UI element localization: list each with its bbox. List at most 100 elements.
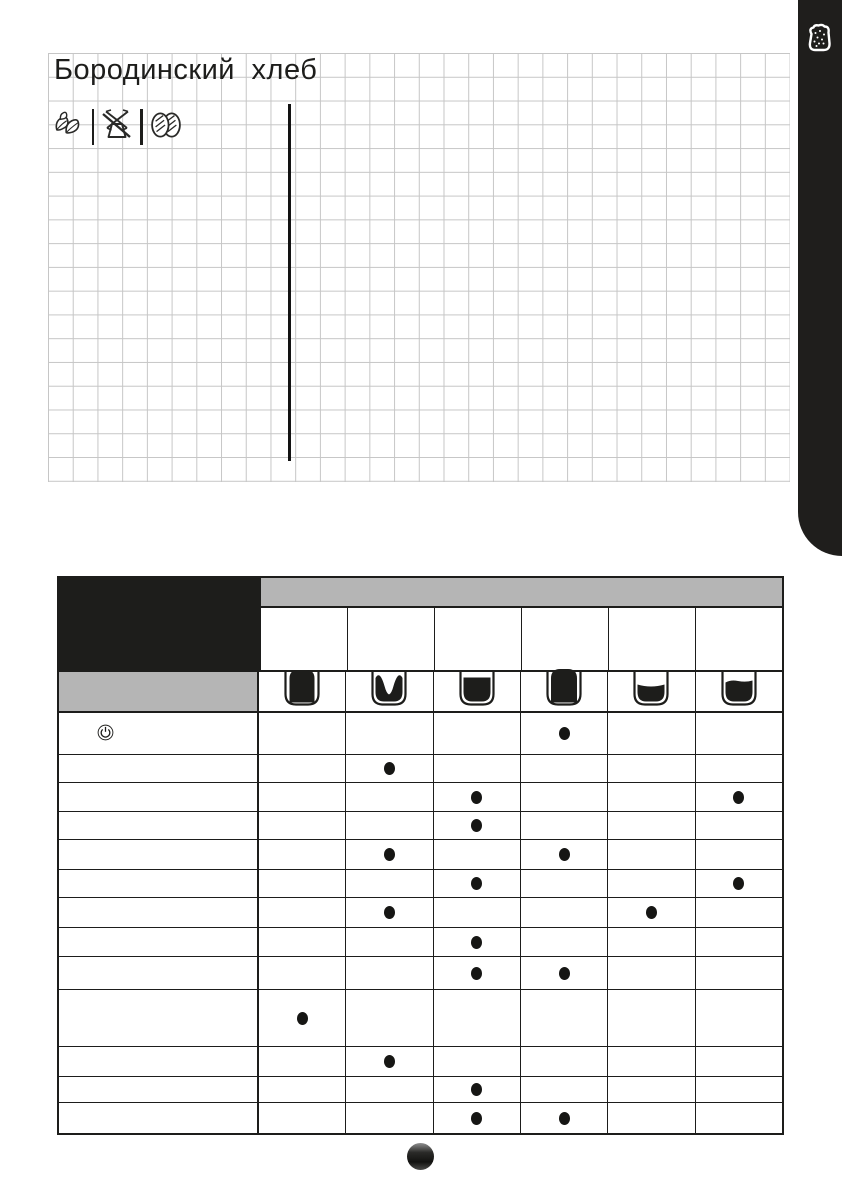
result-cell [521, 812, 609, 839]
result-cell [259, 898, 347, 927]
result-cell [346, 783, 434, 811]
chapter-tab [798, 0, 842, 556]
result-cell [259, 990, 347, 1046]
result-cell [521, 1047, 609, 1076]
selection-dot [558, 966, 570, 980]
size-header-cell [522, 608, 609, 670]
results-table-row [59, 957, 782, 990]
result-cell [346, 755, 434, 782]
results-table-row [59, 713, 782, 755]
selection-dot [471, 935, 483, 949]
result-cell [521, 990, 609, 1046]
result-cell [259, 713, 347, 754]
result-cell [696, 783, 782, 811]
result-cell [608, 898, 696, 927]
result-cell [434, 1077, 521, 1102]
result-cell [434, 755, 521, 782]
result-cell [434, 1047, 521, 1076]
pan-overfull-icon [280, 669, 324, 714]
result-cell [259, 783, 347, 811]
table-group-header [261, 578, 782, 608]
result-cell [434, 898, 521, 927]
selection-dot [471, 877, 483, 890]
selection-dot [383, 848, 395, 861]
result-cell [434, 957, 521, 989]
loaf-shape-header-cell [346, 670, 434, 711]
windmill-crossed-icon [99, 107, 135, 148]
result-cell [521, 898, 609, 927]
result-cell [696, 957, 782, 989]
result-cell [696, 812, 782, 839]
result-cell [608, 1077, 696, 1102]
result-cell [434, 812, 521, 839]
wheat-icon [53, 108, 87, 147]
result-cell [434, 928, 521, 956]
size-header-cell [696, 608, 782, 670]
results-table-row [59, 840, 782, 870]
size-header-cell [348, 608, 435, 670]
selection-dot [733, 790, 745, 804]
result-cell [608, 1103, 696, 1133]
selection-dot [733, 877, 745, 890]
selection-dot [558, 848, 570, 861]
size-header-row [261, 608, 782, 670]
loaf-shape-header-row [59, 669, 782, 714]
result-cell [696, 1103, 782, 1133]
selection-dot [645, 906, 657, 919]
result-cell [521, 1077, 609, 1102]
result-cell [521, 713, 609, 754]
result-cell [346, 840, 434, 869]
result-cell [521, 957, 609, 989]
result-cell [521, 928, 609, 956]
result-cell [259, 1103, 347, 1133]
table-header-right [259, 578, 782, 670]
program-label-cell [59, 928, 259, 956]
result-cell [696, 840, 782, 869]
bread-loaves-icon [148, 108, 184, 147]
program-label-cell [59, 812, 259, 839]
result-cell [696, 1077, 782, 1102]
result-cell [521, 870, 609, 897]
result-cell [696, 713, 782, 754]
result-cell [346, 1047, 434, 1076]
result-cell [608, 957, 696, 989]
table-header-row [59, 578, 782, 670]
results-table-row [59, 812, 782, 840]
size-header-cell [609, 608, 696, 670]
result-cell [608, 928, 696, 956]
icon-separator [92, 109, 95, 145]
result-cell [346, 870, 434, 897]
pan-overfull-tall-icon [542, 669, 586, 714]
power-icon [97, 724, 114, 744]
selection-dot [471, 966, 483, 980]
pan-medium-wavy-icon [717, 669, 761, 714]
result-cell [346, 928, 434, 956]
recipe-title: Бородинский хлеб [54, 54, 318, 86]
recipe-attribute-icons [53, 107, 184, 147]
result-cell [259, 1047, 347, 1076]
loaf-shape-header-cell [259, 669, 347, 714]
size-header-cell [261, 608, 348, 670]
pan-full-flat-top-icon [455, 669, 499, 714]
program-label-cell [59, 957, 259, 989]
result-cell [696, 990, 782, 1046]
result-cell [434, 990, 521, 1046]
selection-dot [471, 790, 483, 804]
column-divider-line [288, 104, 291, 461]
results-table-row [59, 1077, 782, 1103]
loaf-shape-header-cell [521, 669, 609, 714]
result-cell [521, 840, 609, 869]
result-cell [696, 898, 782, 927]
selection-dot [383, 762, 395, 775]
selection-dot [471, 1111, 483, 1125]
selection-dot [471, 819, 483, 832]
page-number-badge [407, 1143, 434, 1170]
result-cell [608, 783, 696, 811]
program-label-cell [59, 755, 259, 782]
result-cell [259, 957, 347, 989]
result-cell [521, 1103, 609, 1133]
recipe-grid-panel: Бородинский хлеб [48, 53, 790, 482]
results-table [57, 576, 784, 1135]
result-cell [259, 840, 347, 869]
